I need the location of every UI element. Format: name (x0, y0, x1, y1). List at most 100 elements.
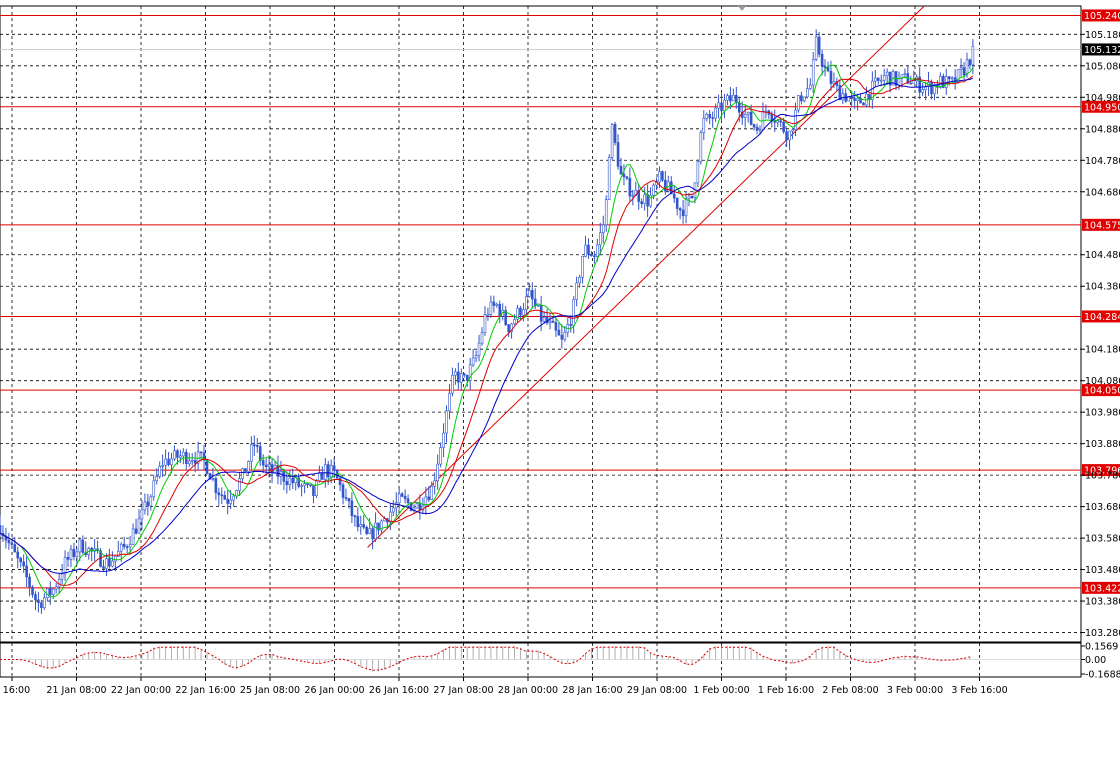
candle-body (25, 565, 28, 578)
candle-body (143, 501, 147, 511)
time-label: 21 Jan 08:00 (46, 685, 106, 696)
candle-body (714, 107, 717, 119)
candle-body (190, 460, 194, 462)
candle-body (888, 71, 892, 86)
candle-body (678, 208, 682, 211)
candle-body (291, 477, 295, 484)
candle-body (593, 255, 596, 258)
candle-body (528, 290, 531, 297)
candle-body (613, 123, 617, 143)
candle-body (557, 329, 561, 336)
candle-body (530, 290, 534, 300)
candle-body (879, 79, 883, 82)
price-tick-label: 104.980 (1085, 93, 1120, 104)
candle-body (312, 485, 315, 496)
candle-body (572, 299, 575, 326)
price-tick-label: 103.280 (1085, 628, 1120, 639)
candle-body (122, 543, 126, 547)
candle-body (43, 597, 46, 609)
level-label-box (1082, 9, 1120, 22)
time-label: 22 Jan 00:00 (111, 685, 171, 696)
candle-body (241, 468, 244, 479)
candle-body (578, 277, 581, 284)
candle-body (947, 76, 951, 80)
candle-body (223, 495, 227, 500)
candle-body (81, 539, 85, 553)
candle-body (465, 374, 469, 381)
level-label: 104.050 (1084, 386, 1120, 397)
candle-body (776, 120, 780, 123)
candle-body (0, 525, 2, 534)
time-label: 22 Jan 16:00 (175, 685, 235, 696)
candle-body (341, 484, 345, 498)
candle-body (318, 472, 321, 482)
time-label: 28 Jan 16:00 (562, 685, 622, 696)
price-tick-label: 103.380 (1085, 597, 1120, 608)
candle-body (903, 73, 907, 76)
candle-body (397, 493, 401, 504)
candle-body (285, 481, 289, 486)
candle-body (758, 129, 762, 132)
candle-body (584, 244, 587, 257)
candle-body (871, 80, 874, 101)
level-label: 105.240 (1084, 11, 1120, 22)
time-label: 3 Feb 16:00 (951, 685, 1007, 696)
candle-body (199, 451, 203, 454)
candle-body (134, 528, 138, 534)
candle-body (125, 546, 129, 548)
candle-body (622, 173, 626, 178)
candle-body (640, 201, 644, 204)
candle-body (226, 498, 229, 504)
candle-body (841, 93, 845, 101)
candle-body (800, 95, 803, 102)
candle-body (959, 67, 963, 70)
candle-body (619, 166, 623, 175)
candle-body (897, 78, 901, 86)
candle-body (54, 586, 58, 590)
candle-body (729, 95, 732, 102)
candle-body (347, 498, 351, 502)
candle-body (536, 304, 540, 307)
price-tick-label: 103.480 (1085, 565, 1120, 576)
candle-body (560, 334, 564, 340)
candle-body (315, 480, 318, 496)
oscillator (0, 646, 1081, 672)
ma-medium-line (0, 75, 974, 586)
candle-body (596, 244, 599, 257)
level-label-box (1082, 218, 1120, 231)
oscillator-signal-line (0, 646, 971, 671)
candle-body (942, 75, 945, 88)
candle-body (933, 84, 936, 95)
level-label: 103.422 (1084, 583, 1120, 594)
candle-body (155, 476, 159, 482)
candle-body (371, 528, 374, 540)
candle-body (436, 463, 439, 482)
oscillator-tick-label: 0.1569 (1085, 642, 1118, 653)
candle-body (253, 444, 256, 447)
candle-body (853, 98, 856, 101)
candle-body (554, 322, 558, 331)
candle-body (462, 373, 466, 376)
chart-shift-marker[interactable] (738, 6, 746, 11)
candle-body (604, 199, 608, 226)
candle-body (72, 548, 76, 557)
candle-body (391, 507, 395, 513)
candle-body (179, 455, 182, 458)
candle-body (202, 452, 206, 461)
trendline[interactable] (367, 5, 925, 548)
candle-body (803, 96, 806, 102)
candle-body (637, 190, 641, 202)
price-tick-label: 105.080 (1085, 61, 1120, 72)
time-label: 26 Jan 16:00 (369, 685, 429, 696)
candle-body (267, 464, 271, 468)
candle-body (167, 458, 170, 466)
candle-body (684, 198, 688, 217)
candle-body (950, 77, 954, 80)
time-label: 2 Feb 08:00 (822, 685, 878, 696)
candle-body (229, 499, 232, 504)
candle-body (394, 502, 398, 509)
candle-body (826, 67, 830, 72)
candle-body (362, 524, 366, 528)
candle-body (250, 444, 253, 462)
candle-body (601, 224, 605, 234)
